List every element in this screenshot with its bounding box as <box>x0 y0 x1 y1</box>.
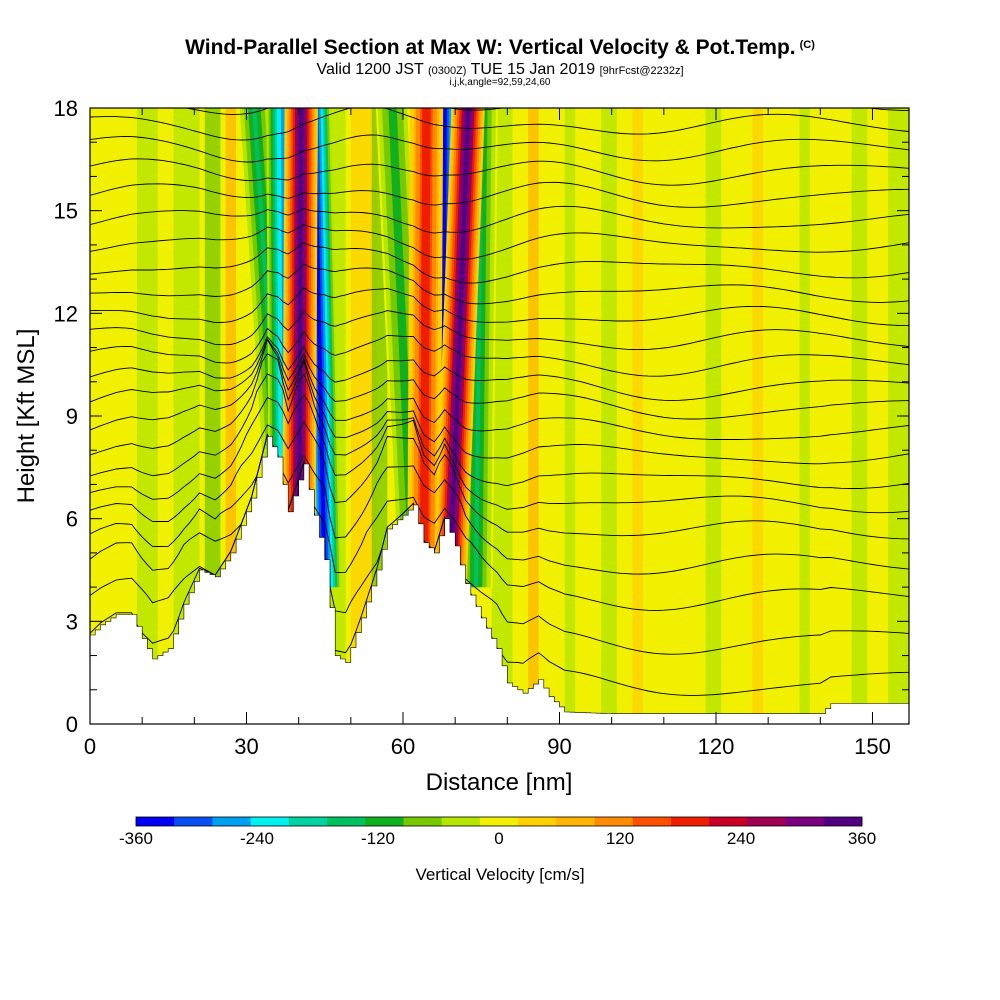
field-patch <box>564 108 576 724</box>
chart-title-text: Wind-Parallel Section at Max W: Vertical… <box>185 36 796 59</box>
isentrope-line <box>90 433 909 575</box>
updraft-band <box>447 108 471 588</box>
chart-subtitle: Valid 1200 JST (0300Z) TUE 15 Jan 2019 [… <box>0 61 1000 79</box>
colorbar-swatch <box>136 817 175 826</box>
colorbar-swatch <box>441 817 481 826</box>
isentrope-line <box>90 433 909 655</box>
copyright-mark: (C) <box>799 39 815 51</box>
valid-time-prefix: Valid 1200 JST <box>316 61 424 78</box>
isentrope-line <box>90 327 909 377</box>
x-tick-label: 0 <box>84 734 96 759</box>
x-tick-label: 120 <box>698 734 735 759</box>
field-patch <box>632 108 643 724</box>
colorbar-swatch <box>327 817 366 826</box>
colorbar: -360 -240 -120 0 120 240 360 <box>119 816 876 848</box>
colorbar-tick-label: -120 <box>361 829 395 848</box>
isentrope-line <box>90 263 909 305</box>
colorbar-swatch <box>632 817 672 826</box>
x-axis-title: Distance [nm] <box>426 769 573 796</box>
colorbar-swatch <box>594 817 634 826</box>
forecast-info: [9hrFcst@2232z] <box>599 65 684 77</box>
colorbar-swatch <box>250 817 290 826</box>
field-patch <box>204 108 221 724</box>
colorbar-swatch <box>670 817 710 826</box>
isentrope-line <box>90 181 909 208</box>
grid-indices: i,j,k,angle=92,59,24,60 <box>449 77 551 88</box>
x-tick-label: 30 <box>234 734 258 759</box>
isentrope-line <box>90 336 909 401</box>
updraft-band <box>296 108 304 588</box>
y-tick-label: 3 <box>66 609 78 634</box>
colorbar-swatch <box>479 817 519 826</box>
colorbar-swatch <box>709 817 748 826</box>
field-patch <box>225 108 237 724</box>
terrain <box>90 436 909 724</box>
colorbar-tick-label: 0 <box>494 829 503 848</box>
colorbar-swatch <box>747 817 786 826</box>
x-tick-label: 90 <box>547 734 571 759</box>
colorbar-tick-label: -240 <box>240 829 274 848</box>
y-tick-label: 0 <box>66 712 78 737</box>
field-patch <box>799 108 810 724</box>
x-tick-label: 150 <box>854 734 891 759</box>
plot-area <box>90 55 909 724</box>
y-tick-label: 9 <box>66 404 78 429</box>
isentrope-line <box>90 55 909 92</box>
isentrope-line <box>90 242 909 284</box>
axes: 0 30 60 90 120 150 0 3 6 9 12 15 18 <box>54 96 909 759</box>
valid-date: TUE 15 Jan 2019 <box>470 61 596 78</box>
isentrope-line <box>90 353 909 465</box>
colorbar-swatch <box>365 817 404 826</box>
field-patch <box>851 108 868 724</box>
x-tick-label: 60 <box>391 734 415 759</box>
field-patch <box>601 108 617 724</box>
isentrope-line <box>90 286 909 327</box>
velocity-field <box>90 108 909 724</box>
isentrope-line <box>90 421 909 540</box>
isentrope-line <box>90 134 909 163</box>
y-tick-label: 15 <box>54 199 78 224</box>
updraft-band <box>421 108 429 588</box>
colorbar-tick-label: 120 <box>606 829 634 848</box>
isentrope-line <box>90 372 909 489</box>
colorbar-swatch <box>403 817 442 826</box>
colorbar-swatch <box>518 817 557 826</box>
colorbar-tick-label: 240 <box>727 829 755 848</box>
colorbar-swatch <box>823 817 863 826</box>
chart-title: Wind-Parallel Section at Max W: Vertical… <box>0 36 1000 60</box>
field-patch <box>705 108 722 724</box>
isentropes <box>90 55 909 696</box>
isentrope-line <box>90 394 909 514</box>
y-tick-label: 12 <box>54 301 78 326</box>
colorbar-frame <box>135 816 863 827</box>
y-tick-label: 18 <box>54 96 78 121</box>
colorbar-swatch <box>212 817 251 826</box>
y-tick-label: 6 <box>66 507 78 532</box>
colorbar-tick-label: -360 <box>119 829 153 848</box>
colorbar-swatch <box>288 817 328 826</box>
isentrope-line <box>90 158 909 186</box>
isentrope-line <box>90 310 909 351</box>
y-axis-title: Height [Kft MSL] <box>13 329 40 504</box>
isentrope-line <box>90 108 909 141</box>
field-patch <box>752 108 763 724</box>
valid-time-utc: (0300Z) <box>427 65 467 77</box>
colorbar-swatch <box>785 817 825 826</box>
isentrope-line <box>90 205 909 234</box>
isentrope-line <box>90 224 909 260</box>
colorbar-swatch <box>556 817 595 826</box>
isentrope-line <box>90 338 909 440</box>
colorbar-tick-label: 360 <box>848 829 876 848</box>
colorbar-swatch <box>174 817 213 826</box>
isentrope-line <box>90 338 909 420</box>
colorbar-title: Vertical Velocity [cm/s] <box>415 865 584 884</box>
isentrope-line <box>90 433 909 611</box>
field-patch <box>528 108 539 724</box>
field-patch <box>491 108 513 724</box>
